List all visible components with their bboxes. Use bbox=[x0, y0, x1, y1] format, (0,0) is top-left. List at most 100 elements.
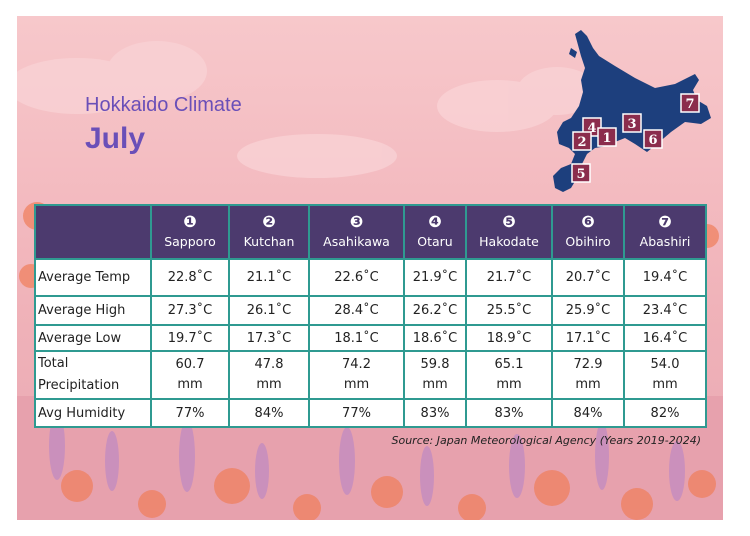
table-cell: 25.5˚C bbox=[465, 295, 553, 326]
column-number: ❻ bbox=[581, 212, 595, 231]
map-marker-5: 5 bbox=[571, 163, 591, 183]
row-label: Avg Humidity bbox=[34, 398, 152, 428]
row-label-line: Total bbox=[38, 356, 69, 371]
climate-table: ❶ Sapporo ❷ Kutchan ❸ Asahikawa ❹ Otaru ❺ Hak… bbox=[34, 204, 707, 428]
map-marker-3-label: 3 bbox=[627, 117, 636, 132]
table-row-total-precipitation: Total Precipitation 60.7 mm 47.8 mm 74.2 mm… bbox=[34, 350, 707, 400]
table-cell: 82% bbox=[623, 398, 707, 428]
cell-unit: mm bbox=[496, 377, 522, 392]
table-cell: 21.7˚C bbox=[465, 258, 553, 297]
cell-value: 54.0 bbox=[650, 357, 680, 372]
map-markers: 3 7 4 1 2 6 5 bbox=[571, 93, 700, 183]
table-cell: 17.1˚C bbox=[551, 324, 625, 352]
cell-value: 72.9 bbox=[573, 357, 603, 372]
table-cell: 83% bbox=[465, 398, 553, 428]
map-marker-6: 6 bbox=[643, 129, 663, 149]
table-row-average-low: Average Low 19.7˚C 17.3˚C 18.1˚C 18.6˚C … bbox=[34, 324, 707, 352]
cell-unit: mm bbox=[177, 377, 203, 392]
column-header-obihiro: ❻ Obihiro bbox=[551, 204, 625, 260]
cell-unit: mm bbox=[422, 377, 448, 392]
map-marker-1-label: 1 bbox=[602, 131, 611, 146]
table-row-avg-humidity: Avg Humidity 77% 84% 77% 83% 83% 84% 82% bbox=[34, 398, 707, 428]
table-row-average-temp: Average Temp 22.8˚C 21.1˚C 22.6˚C 21.9˚C… bbox=[34, 258, 707, 297]
table-cell: 77% bbox=[150, 398, 230, 428]
column-city: Sapporo bbox=[164, 234, 216, 249]
table-cell: 18.1˚C bbox=[308, 324, 405, 352]
table-cell: 47.8 mm bbox=[228, 350, 310, 400]
cell-unit: mm bbox=[256, 377, 282, 392]
map-marker-6-label: 6 bbox=[648, 133, 657, 148]
table-cell: 20.7˚C bbox=[551, 258, 625, 297]
hokkaido-map: 3 7 4 1 2 6 5 bbox=[553, 30, 711, 192]
hokkaido-landmass bbox=[553, 30, 711, 192]
column-number: ❶ bbox=[183, 212, 197, 231]
row-label: Average High bbox=[34, 295, 152, 326]
column-city: Asahikawa bbox=[323, 234, 390, 249]
table-cell: 17.3˚C bbox=[228, 324, 310, 352]
table-cell: 23.4˚C bbox=[623, 295, 707, 326]
map-marker-7: 7 bbox=[680, 93, 700, 113]
header-corner bbox=[34, 204, 152, 260]
table-cell: 25.9˚C bbox=[551, 295, 625, 326]
column-city: Abashiri bbox=[639, 234, 691, 249]
cell-value: 74.2 bbox=[342, 357, 371, 372]
lavender bbox=[49, 412, 685, 506]
row-label: Average Low bbox=[34, 324, 152, 352]
cell-value: 47.8 bbox=[254, 357, 284, 372]
table-cell: 74.2 mm bbox=[308, 350, 405, 400]
column-header-sapporo: ❶ Sapporo bbox=[150, 204, 230, 260]
table-cell: 83% bbox=[403, 398, 467, 428]
table-cell: 77% bbox=[308, 398, 405, 428]
cell-value: 59.8 bbox=[420, 357, 450, 372]
column-header-kutchan: ❷ Kutchan bbox=[228, 204, 310, 260]
clouds bbox=[17, 41, 597, 178]
column-number: ❸ bbox=[349, 212, 364, 231]
row-label-line: Precipitation bbox=[38, 378, 120, 393]
map-marker-1: 1 bbox=[597, 127, 617, 147]
table-cell: 72.9 mm bbox=[551, 350, 625, 400]
table-cell: 19.7˚C bbox=[150, 324, 230, 352]
source-note: Source: Japan Meteorological Agency (Yea… bbox=[391, 434, 702, 447]
cell-unit: mm bbox=[343, 377, 370, 392]
table-cell: 59.8 mm bbox=[403, 350, 467, 400]
climate-card: Hokkaido Climate July 3 7 4 1 bbox=[17, 16, 723, 520]
column-header-asahikawa: ❸ Asahikawa bbox=[308, 204, 405, 260]
table-cell: 16.4˚C bbox=[623, 324, 707, 352]
table-cell: 19.4˚C bbox=[623, 258, 707, 297]
column-number: ❼ bbox=[658, 212, 672, 231]
column-number: ❹ bbox=[428, 212, 442, 231]
table-cell: 22.6˚C bbox=[308, 258, 405, 297]
month-heading: July bbox=[85, 122, 146, 155]
column-header-otaru: ❹ Otaru bbox=[403, 204, 467, 260]
table-cell: 21.1˚C bbox=[228, 258, 310, 297]
map-marker-4-label: 4 bbox=[587, 121, 596, 136]
cell-value: 60.7 bbox=[175, 357, 205, 372]
column-city: Hakodate bbox=[479, 234, 539, 249]
table-cell: 27.3˚C bbox=[150, 295, 230, 326]
column-header-abashiri: ❼ Abashiri bbox=[623, 204, 707, 260]
row-label: Average Temp bbox=[34, 258, 152, 297]
table-cell: 18.6˚C bbox=[403, 324, 467, 352]
table-cell: 21.9˚C bbox=[403, 258, 467, 297]
map-marker-2: 2 bbox=[572, 131, 592, 151]
map-marker-3: 3 bbox=[622, 113, 642, 133]
table-cell: 26.2˚C bbox=[403, 295, 467, 326]
page-title: Hokkaido Climate bbox=[85, 94, 242, 116]
table-cell: 22.8˚C bbox=[150, 258, 230, 297]
column-number: ❷ bbox=[262, 212, 276, 231]
table-cell: 18.9˚C bbox=[465, 324, 553, 352]
table-row-average-high: Average High 27.3˚C 26.1˚C 28.4˚C 26.2˚C… bbox=[34, 295, 707, 326]
column-city: Kutchan bbox=[243, 234, 295, 249]
table-cell: 84% bbox=[228, 398, 310, 428]
column-header-hakodate: ❺ Hakodate bbox=[465, 204, 553, 260]
table-cell: 28.4˚C bbox=[308, 295, 405, 326]
table-cell: 26.1˚C bbox=[228, 295, 310, 326]
table-cell: 60.7 mm bbox=[150, 350, 230, 400]
cell-unit: mm bbox=[575, 377, 601, 392]
map-marker-2-label: 2 bbox=[577, 135, 586, 150]
table-header-row: ❶ Sapporo ❷ Kutchan ❸ Asahikawa ❹ Otaru ❺ Hak… bbox=[34, 204, 707, 260]
cell-value: 65.1 bbox=[494, 357, 524, 372]
table-cell: 65.1 mm bbox=[465, 350, 553, 400]
map-marker-5-label: 5 bbox=[576, 167, 585, 182]
map-islet bbox=[569, 48, 577, 58]
